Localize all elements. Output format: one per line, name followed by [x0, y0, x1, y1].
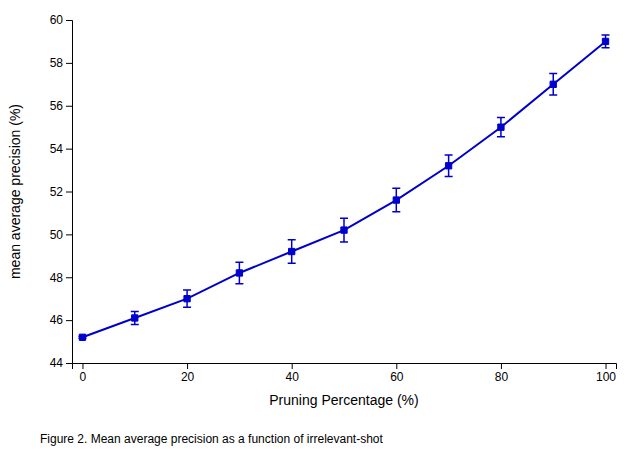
error-bar	[602, 35, 610, 48]
y-tick-label: 54	[50, 142, 64, 156]
y-tick-label: 58	[50, 56, 64, 70]
error-bar	[497, 118, 505, 137]
y-tick: 44	[50, 356, 72, 370]
y-tick-mark	[66, 192, 72, 193]
x-tick-mark	[187, 363, 188, 369]
y-tick: 50	[50, 228, 72, 242]
error-bar	[183, 290, 191, 307]
x-tick: 0	[80, 363, 87, 384]
x-tick: 100	[596, 363, 616, 384]
y-tick-label: 56	[50, 99, 64, 113]
point	[393, 197, 399, 203]
y-tick-mark	[66, 20, 72, 21]
y-tick: 48	[50, 271, 72, 285]
error-bar	[392, 188, 400, 212]
y-tick-mark	[66, 106, 72, 107]
y-tick-label: 50	[50, 228, 64, 242]
point	[132, 315, 138, 321]
x-tick-mark	[501, 363, 502, 369]
y-tick-mark	[66, 234, 72, 235]
point	[498, 124, 504, 130]
plot-marks	[78, 35, 609, 340]
x-tick: 40	[286, 363, 300, 384]
caption: Figure 2. Mean average precision as a fu…	[40, 432, 384, 446]
error-bar	[235, 262, 243, 283]
y-tick: 46	[50, 313, 72, 327]
point	[341, 227, 347, 233]
y-axis-line	[66, 21, 73, 364]
y-tick-mark	[66, 320, 72, 321]
x-tick: 60	[390, 363, 404, 384]
y-tick: 52	[50, 185, 72, 199]
y-tick: 54	[50, 142, 72, 156]
y-axis-title: mean average precision (%)	[7, 104, 23, 279]
y-tick-label: 46	[50, 313, 64, 327]
line	[82, 41, 605, 337]
point	[445, 163, 451, 169]
y-tick: 58	[50, 56, 72, 70]
y-tick-label: 48	[50, 271, 64, 285]
y-axis: 44 46 48 50 52 54 56 58 60	[50, 13, 73, 370]
point	[79, 334, 85, 340]
error-bar	[288, 240, 296, 264]
y-tick-mark	[66, 63, 72, 64]
chart: 0 20 40 60 80 100 44 46 48 50 52 54 56 58 60 Pruning Pe…	[0, 0, 640, 455]
x-axis-title: Pruning Percentage (%)	[269, 392, 418, 408]
y-tick-label: 52	[50, 185, 64, 199]
point	[550, 81, 556, 87]
x-tick-mark	[82, 363, 83, 369]
y-tick-mark	[66, 277, 72, 278]
x-tick-label: 20	[181, 370, 195, 384]
y-tick-label: 44	[50, 356, 64, 370]
x-tick-label: 0	[80, 370, 87, 384]
y-tick-mark	[66, 363, 72, 364]
point	[184, 296, 190, 302]
x-axis-line	[73, 364, 617, 370]
y-tick: 56	[50, 99, 72, 113]
point	[289, 248, 295, 254]
error-bar	[549, 74, 557, 95]
x-tick-mark	[292, 363, 293, 369]
x-tick: 20	[181, 363, 195, 384]
x-tick-mark	[396, 363, 397, 369]
point	[602, 38, 608, 44]
y-tick-mark	[66, 149, 72, 150]
x-tick-label: 40	[286, 370, 300, 384]
error-bar	[131, 312, 139, 325]
error-bar	[445, 155, 453, 176]
x-tick-mark	[606, 363, 607, 369]
x-tick-label: 80	[495, 370, 509, 384]
x-tick-label: 100	[596, 370, 616, 384]
error-bar	[340, 218, 348, 242]
x-tick-label: 60	[390, 370, 404, 384]
y-tick-label: 60	[50, 13, 64, 27]
point	[236, 270, 242, 276]
x-axis: 0 20 40 60 80 100	[73, 363, 617, 384]
y-tick: 60	[50, 13, 72, 27]
x-tick: 80	[495, 363, 509, 384]
